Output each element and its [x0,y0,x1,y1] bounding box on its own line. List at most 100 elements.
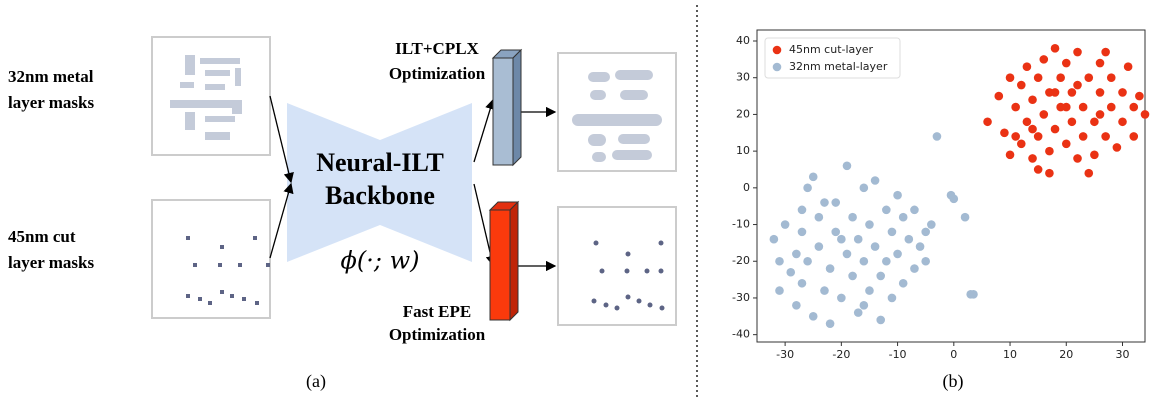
point [815,242,824,251]
label: 45nm cut [8,227,76,246]
y-tick-label: -30 [732,291,750,304]
point [831,228,840,237]
point [843,250,852,259]
point [905,235,914,244]
point [831,198,840,207]
label: layer masks [8,253,94,272]
point [820,198,829,207]
point [775,286,784,295]
x-tick-label: -20 [832,348,850,361]
point [1101,48,1110,57]
point [837,235,846,244]
label: layer masks [8,93,94,112]
point [961,213,970,222]
point [1034,132,1043,141]
point [1096,110,1105,119]
point [1017,81,1026,90]
point [1113,143,1122,152]
point [1090,151,1099,160]
function: ϕ(·; w) [341,247,420,275]
scatter-plot: -30-20-100102030-40-30-20-1001020304045n… [732,30,1149,361]
y-tick-label: -20 [732,254,750,267]
metal-output [558,53,676,171]
point [1107,103,1116,112]
point [803,257,812,266]
point [888,294,897,303]
point [899,279,908,288]
point [1096,59,1105,68]
point [1096,88,1105,97]
point [1011,132,1020,141]
point [871,176,880,185]
branch-label: Optimization [389,64,486,83]
point [927,220,936,229]
point [983,117,992,126]
point [1079,103,1088,112]
cut-output [558,207,676,325]
branch-bar [490,50,521,320]
point [1028,154,1037,163]
point [1124,62,1133,71]
point [860,184,869,193]
point [969,290,978,299]
y-tick-label: 10 [736,144,750,157]
point [792,250,801,259]
y-tick-label: 20 [736,107,750,120]
point [1039,110,1048,119]
point [854,308,863,317]
point [1062,59,1071,68]
point [950,195,959,204]
point [910,264,919,273]
point [1023,117,1032,126]
metal-mask [152,37,270,155]
point [893,191,902,200]
point [1056,73,1065,82]
point [876,316,885,325]
point [826,319,835,328]
point [1034,165,1043,174]
point [1101,132,1110,141]
point [1028,125,1037,134]
point [786,268,795,277]
x-tick-label: 10 [1003,348,1017,361]
point [882,206,891,215]
branch-label: Fast EPE [403,302,471,321]
point [1129,132,1138,141]
point [848,272,857,281]
point [775,257,784,266]
branch-label: Optimization [389,325,486,344]
point [871,242,880,251]
point [1107,73,1116,82]
point [809,312,818,321]
figure: 32nm metal layer masks 45nm cut layer ma… [0,0,1167,407]
point [815,213,824,222]
point [1051,44,1060,53]
x-tick-label: -30 [776,348,794,361]
point [994,92,1003,101]
point [1000,128,1009,137]
y-tick-label: 40 [736,34,750,47]
point [1068,88,1077,97]
point [899,213,908,222]
point [1135,92,1144,101]
point [910,206,919,215]
point [1006,151,1015,160]
point [1118,88,1127,97]
point [921,257,930,266]
label: 32nm metal [8,67,94,86]
x-tick-label: 20 [1059,348,1073,361]
point [770,235,779,244]
point [882,257,891,266]
point [876,272,885,281]
point [860,301,869,310]
y-tick-label: 30 [736,71,750,84]
point [854,235,863,244]
point [1023,62,1032,71]
legend-label: 45nm cut-layer [789,43,874,56]
y-tick-label: -10 [732,218,750,231]
point [1073,48,1082,57]
point [798,279,807,288]
point [792,301,801,310]
y-tick-label: 0 [743,181,750,194]
point [1079,132,1088,141]
